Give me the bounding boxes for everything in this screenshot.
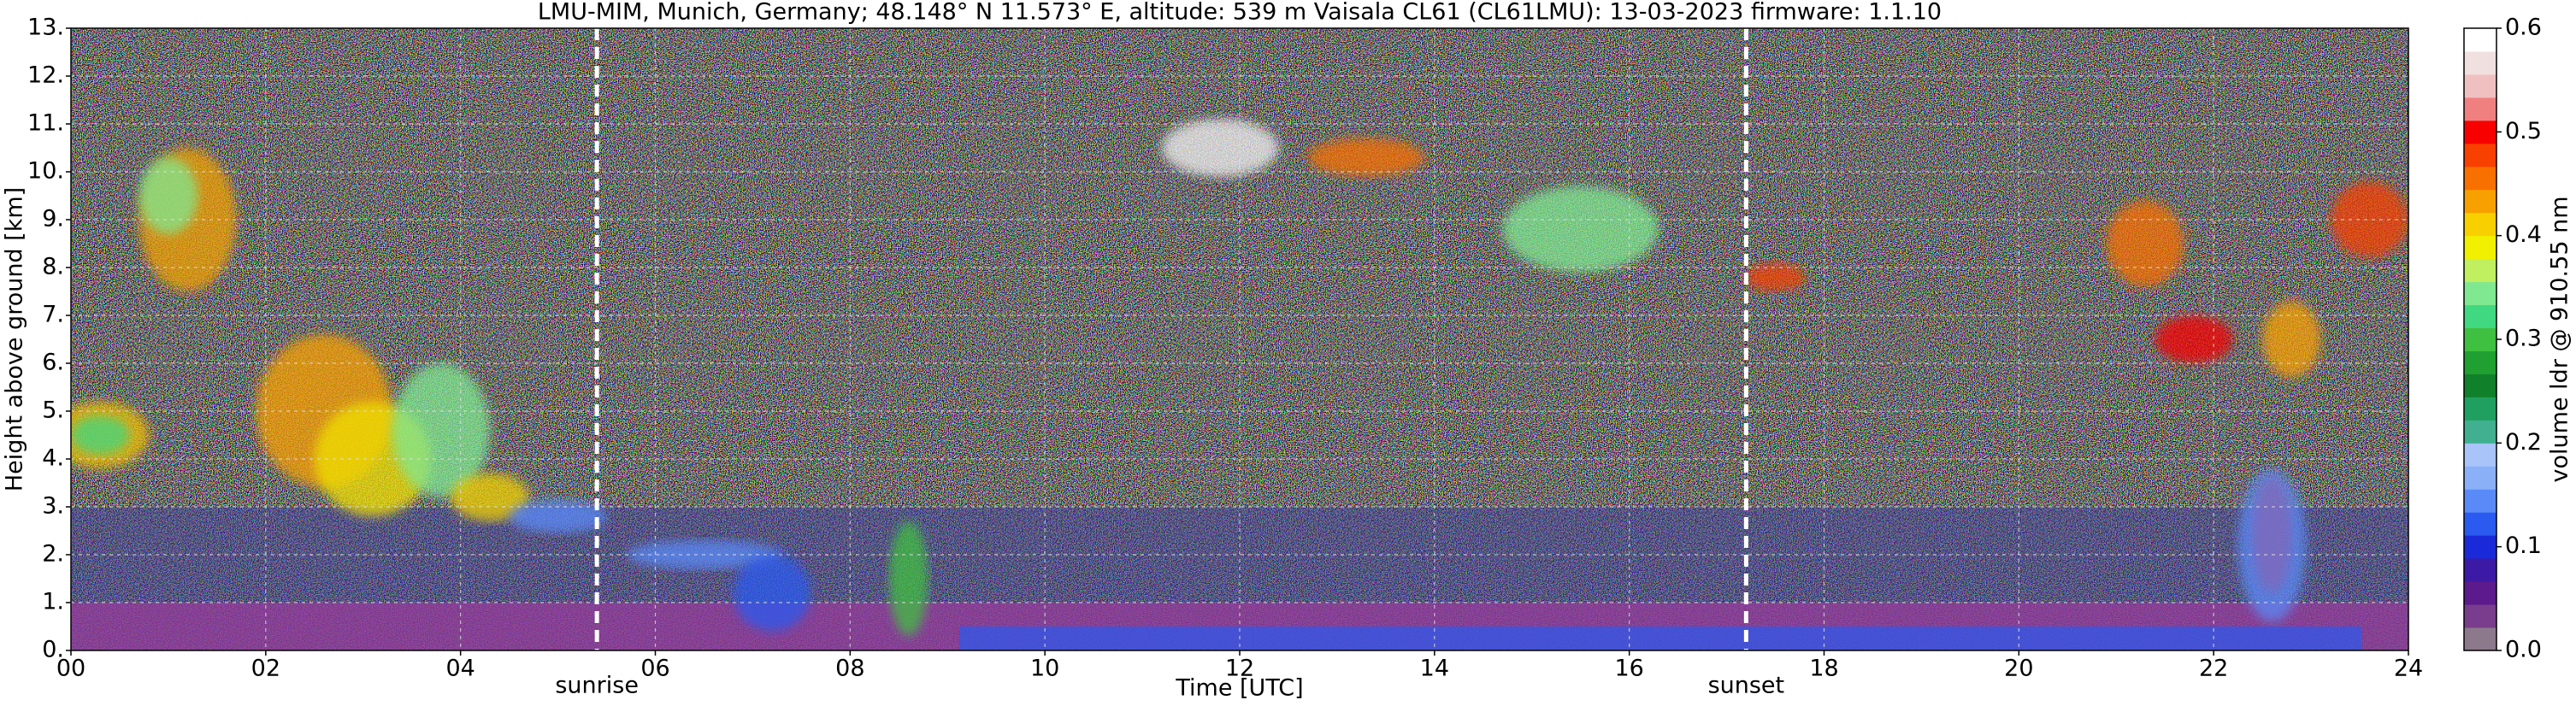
cloud-feature xyxy=(733,555,811,632)
x-tick-label: 06 xyxy=(640,656,669,682)
colorbar-segment xyxy=(2464,489,2496,513)
colorbar-segment xyxy=(2464,50,2496,75)
colorbar-segment xyxy=(2464,143,2496,168)
colorbar-segment xyxy=(2464,28,2496,52)
cloud-feature xyxy=(139,157,198,234)
colorbar-label: volume ldr @ 910.55 nm xyxy=(2547,197,2573,483)
cloud-feature xyxy=(2155,315,2233,363)
colorbar-tick-label: 0.6 xyxy=(2505,15,2542,41)
colorbar-segment xyxy=(2464,604,2496,628)
y-tick-label: 11. xyxy=(27,110,64,137)
y-tick-label: 10. xyxy=(27,158,64,185)
y-tick-label: 2. xyxy=(42,541,64,568)
annotation-label: sunrise xyxy=(555,673,639,699)
x-tick-label: 18 xyxy=(1809,656,1838,682)
x-tick-label: 16 xyxy=(1614,656,1643,682)
colorbar-tick-label: 0.1 xyxy=(2505,532,2542,559)
colorbar-segment xyxy=(2464,97,2496,121)
colorbar-segment xyxy=(2464,443,2496,467)
x-tick-label: 12 xyxy=(1225,656,1254,682)
x-tick-label: 22 xyxy=(2199,656,2228,682)
colorbar-tick-label: 0.0 xyxy=(2505,637,2542,663)
cloud-feature xyxy=(1746,262,1805,292)
y-tick-label: 7. xyxy=(42,302,64,328)
y-tick-label: 0. xyxy=(42,637,64,663)
y-tick-label: 5. xyxy=(42,397,64,424)
colorbar-segment xyxy=(2464,235,2496,260)
colorbar-segment xyxy=(2464,581,2496,605)
x-tick-label: 10 xyxy=(1030,656,1059,682)
colorbar-tick-label: 0.4 xyxy=(2505,221,2542,248)
y-tick-label: 8. xyxy=(42,254,64,280)
chart-title: LMU-MIM, Munich, Germany; 48.148° N 11.5… xyxy=(538,0,1942,26)
cloud-feature xyxy=(2262,301,2321,378)
y-tick-label: 9. xyxy=(42,206,64,232)
colorbar-segment xyxy=(2464,327,2496,351)
y-tick-label: 1. xyxy=(42,589,64,615)
colorbar-tick-label: 0.2 xyxy=(2505,429,2542,456)
y-tick-label: 13. xyxy=(27,15,64,41)
cloud-feature xyxy=(1161,119,1279,177)
y-tick-label: 12. xyxy=(27,62,64,89)
colorbar-segment xyxy=(2464,189,2496,214)
colorbar-segment xyxy=(2464,166,2496,191)
heatmap-surface xyxy=(958,627,2362,650)
cloud-feature xyxy=(2330,181,2408,258)
x-tick-label: 14 xyxy=(1420,656,1449,682)
x-tick-label: 24 xyxy=(2394,656,2423,682)
colorbar-segment xyxy=(2464,281,2496,306)
x-axis-label: Time [UTC] xyxy=(1175,675,1303,702)
cloud-feature xyxy=(392,363,490,497)
colorbar-segment xyxy=(2464,512,2496,536)
colorbar-segment xyxy=(2464,420,2496,444)
colorbar-segment xyxy=(2464,466,2496,490)
x-tick-label: 20 xyxy=(2004,656,2033,682)
x-tick-label: 00 xyxy=(56,656,85,682)
cloud-feature xyxy=(451,473,529,521)
colorbar-segment xyxy=(2464,74,2496,98)
colorbar-segment xyxy=(2464,120,2496,144)
colorbar-segment xyxy=(2464,397,2496,421)
x-tick-label: 04 xyxy=(445,656,475,682)
x-tick-label: 08 xyxy=(835,656,864,682)
colorbar-segment xyxy=(2464,350,2496,374)
y-axis-label: Height above ground [km] xyxy=(2,187,28,491)
colorbar-tick-label: 0.3 xyxy=(2505,326,2542,352)
colorbar-tick-label: 0.5 xyxy=(2505,118,2542,144)
cloud-feature xyxy=(2237,468,2307,622)
cloud-feature xyxy=(509,499,607,533)
colorbar-segment xyxy=(2464,374,2496,397)
colorbar-segment xyxy=(2464,258,2496,283)
colorbar-segment xyxy=(2464,212,2496,237)
cloud-feature xyxy=(1502,185,1659,273)
y-tick-label: 4. xyxy=(42,445,64,472)
cloud-feature xyxy=(71,415,130,455)
colorbar-segment xyxy=(2464,535,2496,559)
colorbar-segment xyxy=(2464,627,2496,651)
cloud-feature xyxy=(888,521,928,637)
cloud-feature xyxy=(1307,138,1425,177)
y-tick-label: 3. xyxy=(42,493,64,520)
cloud-feature xyxy=(2106,200,2184,287)
plot-frame xyxy=(70,27,2409,651)
x-tick-label: 02 xyxy=(251,656,280,682)
annotation-label: sunset xyxy=(1708,673,1785,699)
heatmap xyxy=(71,28,2408,650)
colorbar-segment xyxy=(2464,304,2496,329)
colorbar-segment xyxy=(2464,558,2496,582)
y-tick-label: 6. xyxy=(42,350,64,376)
